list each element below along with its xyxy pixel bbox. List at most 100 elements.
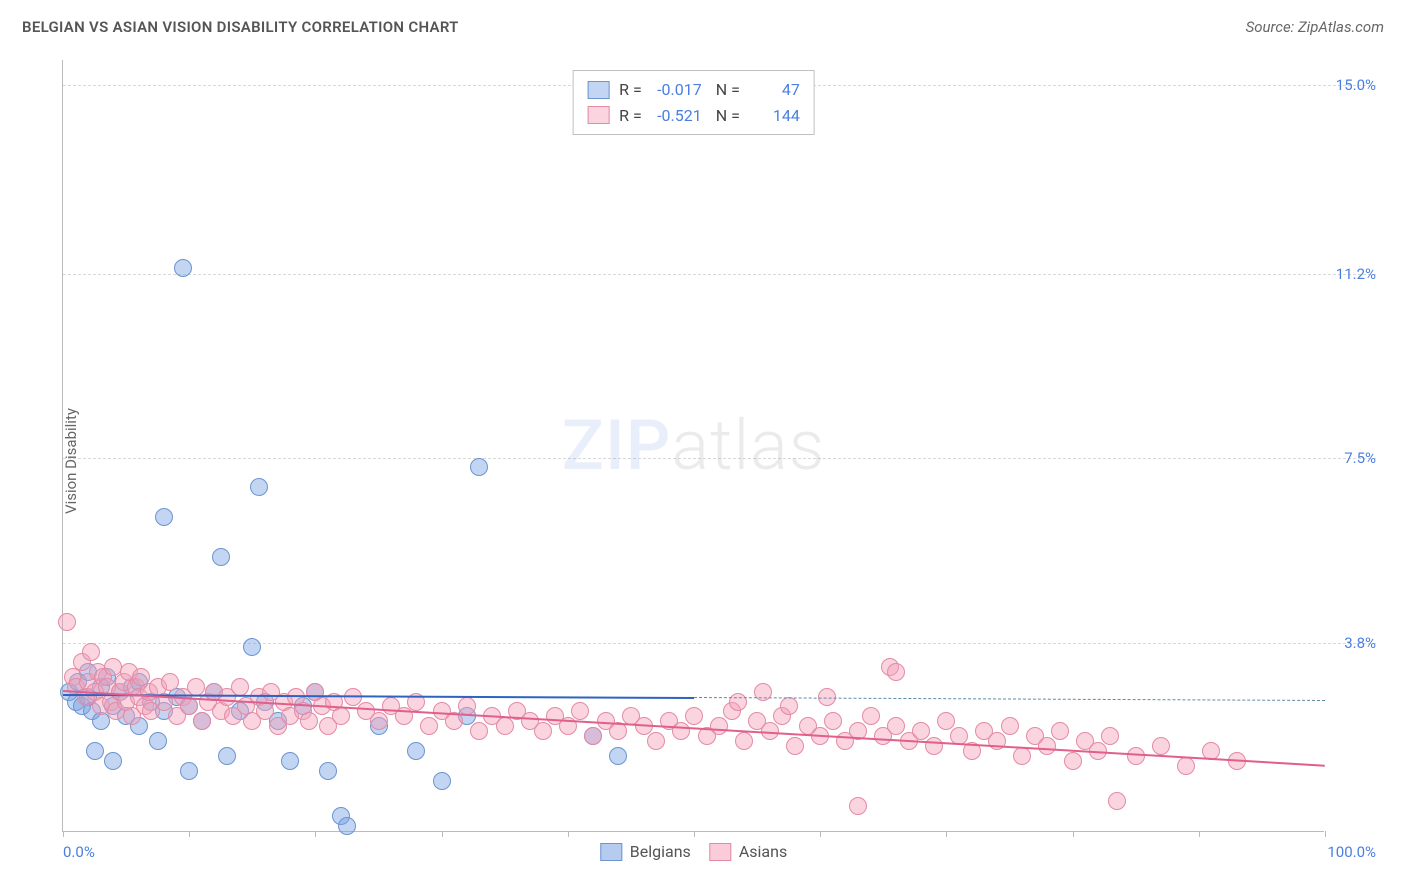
scatter-point: [174, 259, 192, 277]
legend-label: Asians: [739, 842, 787, 861]
scatter-point: [710, 717, 728, 735]
legend-swatch: [600, 843, 622, 861]
scatter-point: [849, 797, 867, 815]
x-tick: [568, 831, 569, 837]
x-tick: [189, 831, 190, 837]
scatter-point: [319, 762, 337, 780]
watermark: ZIPatlas: [562, 405, 826, 487]
scatter-point: [818, 688, 836, 706]
n-value: 144: [750, 103, 800, 129]
x-tick: [315, 831, 316, 837]
scatter-point: [1038, 737, 1056, 755]
scatter-point: [1013, 747, 1031, 765]
n-value: 47: [750, 77, 800, 103]
series-legend: Belgians Asians: [600, 842, 787, 861]
y-tick-label: 11.2%: [1328, 265, 1376, 283]
legend-stat-row: R =-0.521 N =144: [587, 103, 800, 129]
scatter-point: [470, 458, 488, 476]
x-tick: [1199, 831, 1200, 837]
scatter-point: [1101, 727, 1119, 745]
scatter-point: [584, 727, 602, 745]
scatter-point: [193, 712, 211, 730]
scatter-point: [925, 737, 943, 755]
scatter-point: [370, 712, 388, 730]
scatter-point: [609, 747, 627, 765]
n-label: N =: [712, 103, 740, 129]
scatter-point: [338, 817, 356, 835]
scatter-point: [887, 663, 905, 681]
scatter-point: [180, 697, 198, 715]
gridline: [63, 274, 1376, 275]
scatter-point: [672, 722, 690, 740]
scatter-point: [571, 702, 589, 720]
scatter-point: [420, 717, 438, 735]
scatter-point: [912, 722, 930, 740]
scatter-point: [534, 722, 552, 740]
scatter-point: [937, 712, 955, 730]
scatter-point: [149, 732, 167, 750]
scatter-point: [58, 613, 76, 631]
legend-item: Belgians: [600, 842, 691, 861]
scatter-point: [729, 693, 747, 711]
x-tick: [63, 831, 64, 837]
y-tick-label: 7.5%: [1336, 449, 1376, 467]
scatter-point: [735, 732, 753, 750]
legend-label: Belgians: [630, 842, 691, 861]
x-axis-max-label: 100.0%: [1327, 843, 1376, 861]
scatter-point: [218, 747, 236, 765]
chart-area: Vision Disability ZIPatlas R =-0.017 N =…: [22, 50, 1384, 872]
scatter-point: [300, 712, 318, 730]
y-tick-label: 3.8%: [1336, 634, 1376, 652]
scatter-point: [647, 732, 665, 750]
scatter-point: [1064, 752, 1082, 770]
plot-region: ZIPatlas R = -0.017 N = 47R = -0.521 N = 144…: [62, 60, 1324, 832]
scatter-point: [862, 707, 880, 725]
x-tick: [694, 831, 695, 837]
scatter-point: [187, 678, 205, 696]
n-label: N =: [712, 77, 740, 103]
r-label: R =: [619, 77, 642, 103]
watermark-zip: ZIP: [562, 405, 672, 487]
x-tick: [820, 831, 821, 837]
scatter-point: [86, 742, 104, 760]
x-tick: [946, 831, 947, 837]
x-tick: [1325, 831, 1326, 837]
x-tick: [442, 831, 443, 837]
correlation-legend: R = -0.017 N = 47R = -0.521 N = 144: [572, 70, 815, 135]
x-axis-min-label: 0.0%: [63, 843, 95, 861]
legend-swatch: [587, 106, 609, 124]
gridline: [63, 458, 1376, 459]
scatter-point: [470, 722, 488, 740]
scatter-point: [1108, 792, 1126, 810]
scatter-point: [1051, 722, 1069, 740]
scatter-point: [1177, 757, 1195, 775]
legend-stat-row: R = -0.017 N = 47: [587, 77, 800, 103]
chart-header: BELGIAN VS ASIAN VISION DISABILITY CORRE…: [0, 0, 1406, 46]
scatter-point: [332, 707, 350, 725]
scatter-point: [1001, 717, 1019, 735]
y-tick-label: 15.0%: [1328, 76, 1376, 94]
scatter-point: [685, 707, 703, 725]
scatter-point: [155, 508, 173, 526]
scatter-point: [231, 678, 249, 696]
r-value: -0.017: [652, 77, 702, 103]
legend-item: Asians: [709, 842, 787, 861]
x-tick: [1073, 831, 1074, 837]
scatter-point: [212, 548, 230, 566]
chart-source: Source: ZipAtlas.com: [1246, 18, 1384, 36]
scatter-point: [161, 673, 179, 691]
scatter-point: [180, 762, 198, 780]
scatter-point: [496, 717, 514, 735]
scatter-point: [433, 772, 451, 790]
scatter-point: [1152, 737, 1170, 755]
watermark-atlas: atlas: [671, 405, 825, 487]
legend-swatch: [587, 81, 609, 99]
scatter-point: [407, 742, 425, 760]
scatter-point: [104, 752, 122, 770]
scatter-point: [256, 702, 274, 720]
scatter-point: [824, 712, 842, 730]
chart-title: BELGIAN VS ASIAN VISION DISABILITY CORRE…: [22, 18, 459, 36]
scatter-point: [281, 752, 299, 770]
scatter-point: [82, 643, 100, 661]
r-value: -0.521: [652, 103, 702, 129]
